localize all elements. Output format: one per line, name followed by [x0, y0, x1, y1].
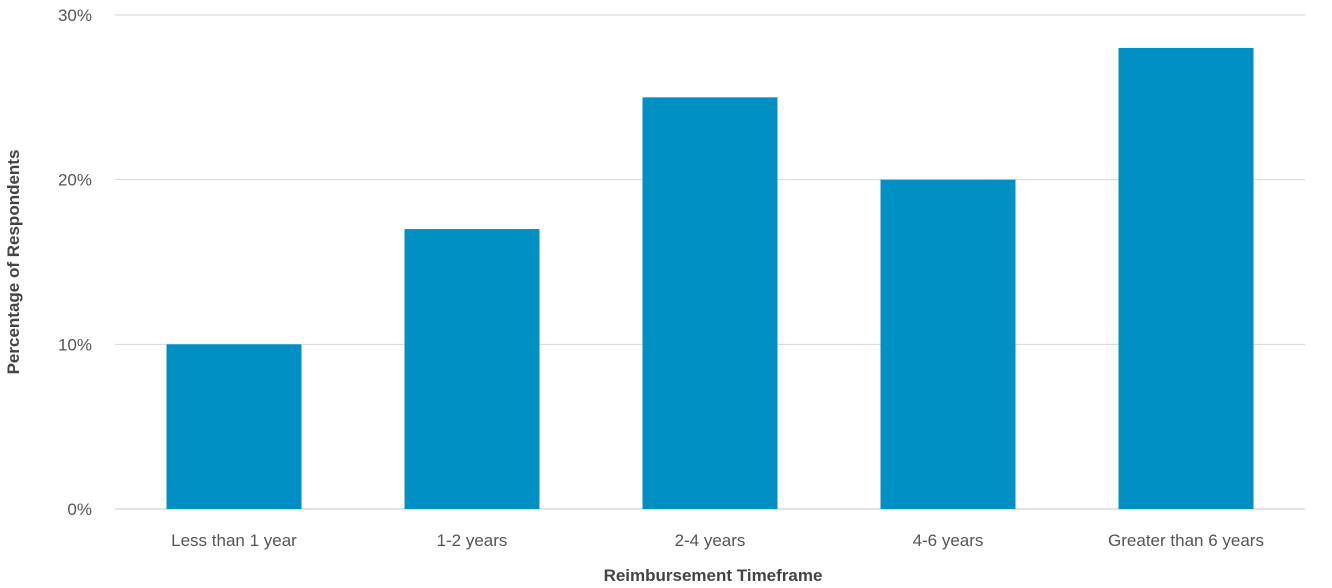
y-tick-labels: 0% 10% 20% 30% — [58, 6, 92, 519]
y-tick-label: 10% — [58, 335, 92, 354]
x-axis-title: Reimbursement Timeframe — [604, 566, 823, 585]
y-tick-label: 20% — [58, 171, 92, 190]
x-tick-label: 1-2 years — [437, 531, 508, 550]
x-tick-label: 4-6 years — [913, 531, 984, 550]
x-tick-label: Greater than 6 years — [1108, 531, 1264, 550]
bar — [166, 344, 302, 509]
bar — [1118, 47, 1254, 509]
y-tick-label: 0% — [67, 500, 92, 519]
x-tick-label: 2-4 years — [675, 531, 746, 550]
x-tick-label: Less than 1 year — [171, 531, 297, 550]
y-tick-label: 30% — [58, 6, 92, 25]
x-tick-labels: Less than 1 year 1-2 years 2-4 years 4-6 ye… — [171, 531, 1264, 550]
y-axis-title: Percentage of Respondents — [4, 150, 23, 375]
bar — [880, 179, 1016, 509]
bar-layer — [166, 47, 1254, 510]
bar — [404, 229, 540, 510]
bar — [642, 97, 778, 509]
